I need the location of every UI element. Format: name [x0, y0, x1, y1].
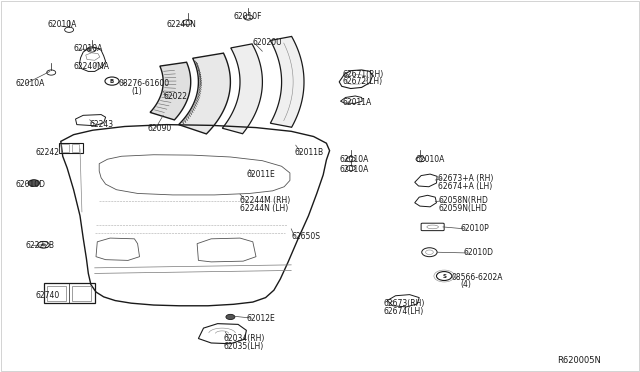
Text: 62058N(RHD: 62058N(RHD	[438, 196, 488, 205]
Text: 08276-61600: 08276-61600	[118, 79, 170, 88]
Text: 62650S: 62650S	[291, 232, 320, 241]
Text: 62010A: 62010A	[416, 155, 445, 164]
Text: 62010A: 62010A	[48, 20, 77, 29]
Text: 62010A: 62010A	[339, 155, 369, 164]
Text: (1): (1)	[131, 87, 142, 96]
Polygon shape	[150, 62, 191, 120]
Text: 08566-6202A: 08566-6202A	[451, 273, 502, 282]
Text: B: B	[110, 78, 114, 84]
Text: 62035(LH): 62035(LH)	[224, 342, 264, 351]
Text: 62010A: 62010A	[16, 79, 45, 88]
Text: 62740: 62740	[35, 291, 60, 300]
Polygon shape	[179, 53, 230, 134]
Circle shape	[226, 314, 235, 320]
Circle shape	[41, 243, 46, 246]
Text: 62020U: 62020U	[253, 38, 282, 47]
Text: 62674+A (LH): 62674+A (LH)	[438, 182, 493, 190]
Polygon shape	[270, 36, 304, 127]
Text: (4): (4)	[461, 280, 472, 289]
Text: 62011E: 62011E	[246, 170, 275, 179]
Text: 62010F: 62010F	[234, 12, 262, 21]
Text: 62090: 62090	[147, 124, 172, 133]
Text: 62010D: 62010D	[16, 180, 46, 189]
Text: 62010D: 62010D	[464, 248, 494, 257]
Text: 62673+A (RH): 62673+A (RH)	[438, 174, 494, 183]
Text: 62672(LH): 62672(LH)	[342, 77, 383, 86]
Text: 62243: 62243	[90, 120, 114, 129]
Text: 62012E: 62012E	[246, 314, 275, 323]
Text: 62011A: 62011A	[342, 98, 372, 107]
Text: R620005N: R620005N	[557, 356, 601, 365]
Text: 62673(RH): 62673(RH)	[384, 299, 426, 308]
Text: 62244N (LH): 62244N (LH)	[240, 204, 288, 213]
Text: 62011B: 62011B	[294, 148, 324, 157]
Text: 62222B: 62222B	[26, 241, 54, 250]
Text: 62240MA: 62240MA	[74, 62, 109, 71]
Text: 62010A: 62010A	[74, 44, 103, 53]
Text: 62671(RH): 62671(RH)	[342, 70, 383, 79]
Text: 62010A: 62010A	[339, 165, 369, 174]
Text: 62674(LH): 62674(LH)	[384, 307, 424, 316]
Text: 62010P: 62010P	[461, 224, 490, 233]
Text: 62240N: 62240N	[166, 20, 196, 29]
Text: 62059N(LHD: 62059N(LHD	[438, 204, 487, 213]
Text: S: S	[442, 273, 446, 279]
Circle shape	[28, 180, 40, 186]
Text: 62034(RH): 62034(RH)	[224, 334, 266, 343]
Polygon shape	[222, 44, 262, 134]
Text: 62242: 62242	[35, 148, 60, 157]
Text: 62244M (RH): 62244M (RH)	[240, 196, 291, 205]
Text: 62022: 62022	[163, 92, 187, 101]
